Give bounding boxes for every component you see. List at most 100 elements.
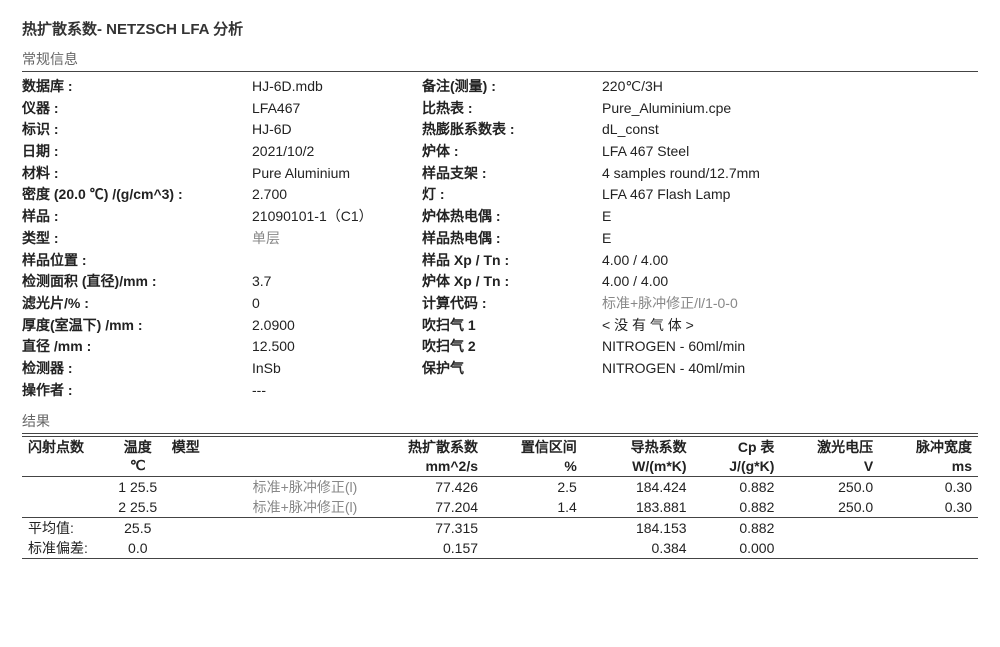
info-value: Pure Aluminium: [252, 163, 422, 185]
info-key: 标识 :: [22, 119, 252, 141]
info-key: 检测面积 (直径)/mm :: [22, 271, 252, 293]
info-value: NITROGEN - 60ml/min: [602, 336, 978, 358]
info-value: < 没 有 气 体 >: [602, 315, 978, 337]
info-key: 吹扫气 1: [422, 315, 602, 337]
cell-n-temp: 1 25.5: [110, 477, 166, 498]
info-value: E: [602, 228, 978, 250]
avg-temp: 25.5: [110, 518, 166, 539]
info-value: HJ-6D.mdb: [252, 76, 422, 98]
cell-diff: 77.204: [363, 497, 484, 518]
info-key: 材料 :: [22, 163, 252, 185]
h-volt: 激光电压: [780, 437, 879, 458]
table-row: 1 25.5标准+脉冲修正(l)77.4262.5184.4240.882250…: [22, 477, 978, 498]
page-title: 热扩散系数- NETZSCH LFA 分析: [22, 18, 978, 39]
info-value: 0: [252, 293, 422, 315]
u-ci: %: [484, 457, 583, 477]
info-key: 比热表 :: [422, 98, 602, 120]
info-value: LFA 467 Flash Lamp: [602, 184, 978, 206]
u-cond: W/(m*K): [583, 457, 693, 477]
header-row-1: 闪射点数 温度 模型 热扩散系数 置信区间 导热系数 Cp 表 激光电压 脉冲宽…: [22, 437, 978, 458]
info-key: 仪器 :: [22, 98, 252, 120]
u-cp: J/(g*K): [693, 457, 781, 477]
info-value: 2.0900: [252, 315, 422, 337]
cell-ci: 2.5: [484, 477, 583, 498]
std-diff: 0.157: [363, 538, 484, 559]
info-key: 灯 :: [422, 184, 602, 206]
h-model: 模型: [166, 437, 364, 458]
info-key: 操作者 :: [22, 380, 252, 402]
info-value: E: [602, 206, 978, 228]
u-volt: V: [780, 457, 879, 477]
info-value: [252, 250, 422, 272]
cell-cp: 0.882: [693, 497, 781, 518]
u-diff: mm^2/s: [363, 457, 484, 477]
info-key: 热膨胀系数表 :: [422, 119, 602, 141]
info-key: 计算代码 :: [422, 293, 602, 315]
info-value: ---: [252, 380, 422, 402]
avg-cond: 184.153: [583, 518, 693, 539]
info-key: 炉体热电偶 :: [422, 206, 602, 228]
info-key: 检测器 :: [22, 358, 252, 380]
info-value: 4 samples round/12.7mm: [602, 163, 978, 185]
info-key: 日期 :: [22, 141, 252, 163]
cell-pulse: 0.30: [879, 477, 978, 498]
info-value: 2021/10/2: [252, 141, 422, 163]
avg-row: 平均值:25.577.315184.1530.882: [22, 518, 978, 539]
info-value: LFA 467 Steel: [602, 141, 978, 163]
h-shots: 闪射点数: [22, 437, 110, 458]
info-key: 密度 (20.0 ℃) /(g/cm^3) :: [22, 184, 252, 206]
info-value: 3.7: [252, 271, 422, 293]
h-ci: 置信区间: [484, 437, 583, 458]
info-value: LFA467: [252, 98, 422, 120]
info-key: 炉体 :: [422, 141, 602, 163]
info-key: 类型 :: [22, 228, 252, 250]
std-cond: 0.384: [583, 538, 693, 559]
results-table: 闪射点数 温度 模型 热扩散系数 置信区间 导热系数 Cp 表 激光电压 脉冲宽…: [22, 436, 978, 559]
info-key: 保护气: [422, 358, 602, 380]
cell-volt: 250.0: [780, 477, 879, 498]
info-value: 4.00 / 4.00: [602, 271, 978, 293]
info-value: 4.00 / 4.00: [602, 250, 978, 272]
avg-label: 平均值:: [22, 518, 110, 539]
results-section-label: 结果: [22, 411, 978, 434]
std-label: 标准偏差:: [22, 538, 110, 559]
info-key: 滤光片/% :: [22, 293, 252, 315]
info-key: 直径 /mm :: [22, 336, 252, 358]
general-section-label: 常规信息: [22, 49, 978, 72]
info-key: 样品 :: [22, 206, 252, 228]
results-wrap: 闪射点数 温度 模型 热扩散系数 置信区间 导热系数 Cp 表 激光电压 脉冲宽…: [22, 436, 978, 559]
info-key: 吹扫气 2: [422, 336, 602, 358]
h-pulse: 脉冲宽度: [879, 437, 978, 458]
info-value: 21090101-1（C1）: [252, 206, 422, 228]
info-value: 标准+脉冲修正/l/1-0-0: [602, 293, 978, 315]
info-value: 单层: [252, 228, 422, 250]
u-model: [166, 457, 364, 477]
info-value: dL_const: [602, 119, 978, 141]
std-row: 标准偏差:0.00.1570.3840.000: [22, 538, 978, 559]
info-value: 220℃/3H: [602, 76, 978, 98]
info-key: 厚度(室温下) /mm :: [22, 315, 252, 337]
cell-cond: 184.424: [583, 477, 693, 498]
std-temp: 0.0: [110, 538, 166, 559]
cell-n-temp: 2 25.5: [110, 497, 166, 518]
info-key: 炉体 Xp / Tn :: [422, 271, 602, 293]
info-key: 样品热电偶 :: [422, 228, 602, 250]
info-value: 12.500: [252, 336, 422, 358]
info-value: InSb: [252, 358, 422, 380]
info-value: 2.700: [252, 184, 422, 206]
h-cond: 导热系数: [583, 437, 693, 458]
info-key: 样品位置 :: [22, 250, 252, 272]
info-value: NITROGEN - 40ml/min: [602, 358, 978, 380]
u-shots: [22, 457, 110, 477]
info-key: 样品 Xp / Tn :: [422, 250, 602, 272]
cell-diff: 77.426: [363, 477, 484, 498]
h-temp: 温度: [110, 437, 166, 458]
header-row-2: ℃ mm^2/s % W/(m*K) J/(g*K) V ms: [22, 457, 978, 477]
cell-pulse: 0.30: [879, 497, 978, 518]
u-temp: ℃: [110, 457, 166, 477]
general-info-grid: 数据库 :HJ-6D.mdb备注(测量) :220℃/3H仪器 :LFA467比…: [22, 74, 978, 407]
h-cp: Cp 表: [693, 437, 781, 458]
info-key: [422, 380, 602, 402]
cell-volt: 250.0: [780, 497, 879, 518]
cell-ci: 1.4: [484, 497, 583, 518]
